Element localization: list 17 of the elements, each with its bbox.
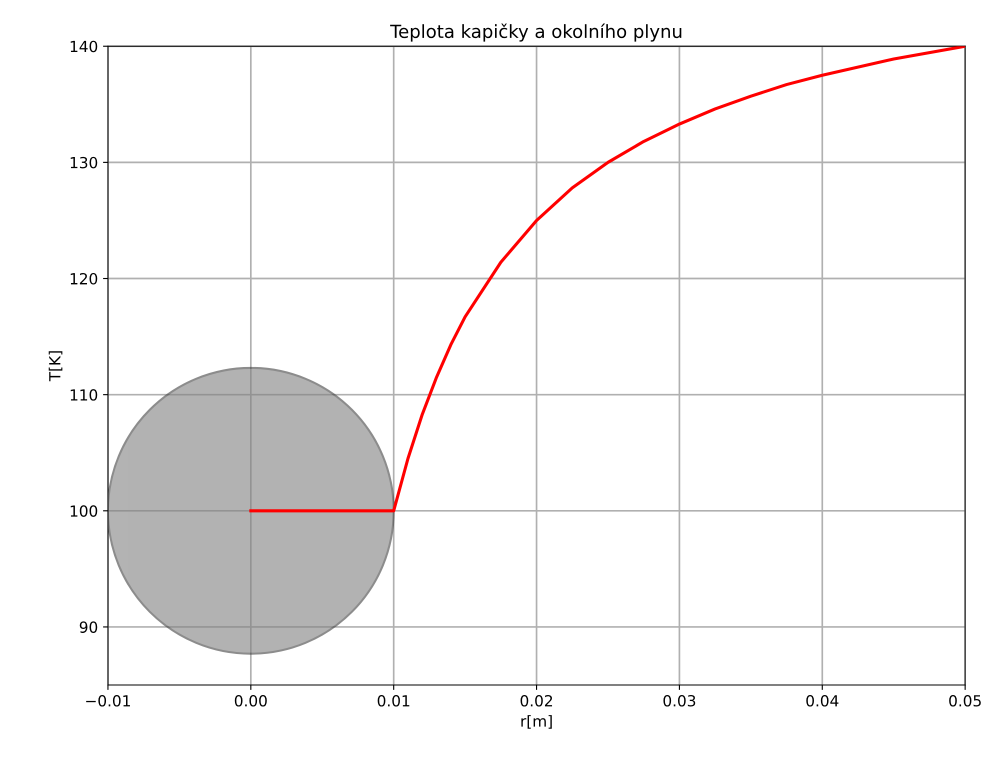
y-tick-label: 110 xyxy=(70,389,98,401)
y-tick-label: 90 xyxy=(80,621,98,633)
x-tick-label: 0.02 xyxy=(520,694,552,707)
y-tick-label: 130 xyxy=(70,156,98,168)
y-axis-title: T[K] xyxy=(48,351,62,382)
x-tick-label: 0.04 xyxy=(806,694,838,707)
chart-title: Teplota kapičky a okolního plynu xyxy=(390,23,682,42)
x-tick-label: 0.05 xyxy=(949,694,981,707)
x-tick-label: 0.01 xyxy=(378,694,410,707)
x-axis-title: r[m] xyxy=(521,715,552,729)
x-tick-label: 0.00 xyxy=(234,694,267,707)
line-series xyxy=(249,46,966,512)
x-tick-label: −0.01 xyxy=(86,694,130,707)
y-tick-label: 100 xyxy=(70,505,98,517)
x-tick-label: 0.03 xyxy=(663,694,696,707)
y-tick-label: 120 xyxy=(70,272,98,285)
y-tick-label: 140 xyxy=(70,40,98,52)
